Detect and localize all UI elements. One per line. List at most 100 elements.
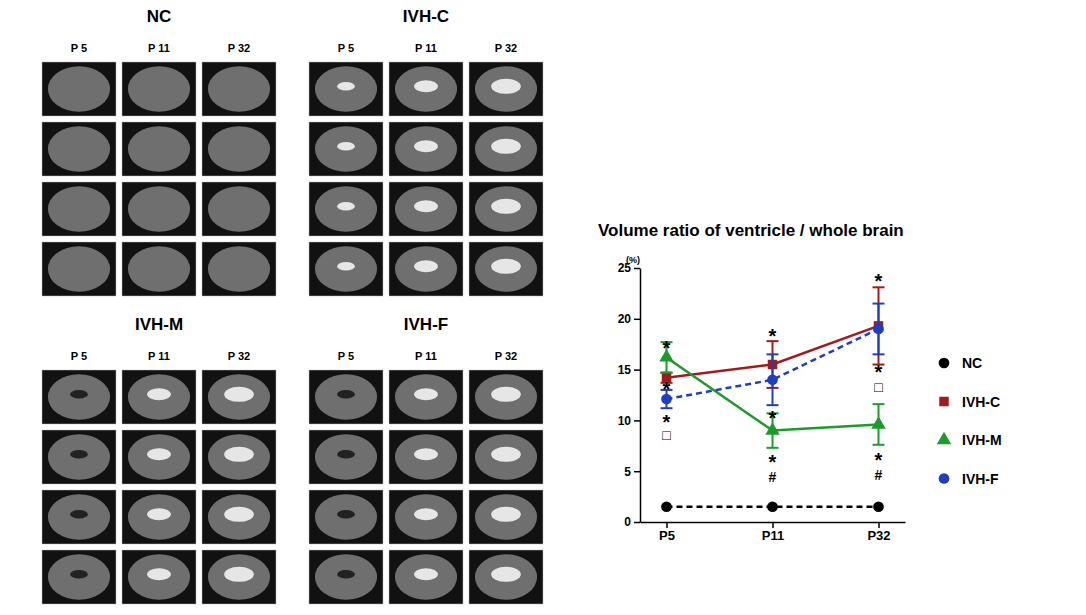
mri-image <box>42 182 116 236</box>
mri-ventricle <box>147 388 171 400</box>
mri-brain <box>208 494 270 539</box>
error-bar <box>873 287 885 364</box>
mri-image <box>389 182 463 236</box>
mri-brain <box>475 66 537 111</box>
mri-ventricle <box>491 507 521 522</box>
mri-ventricle <box>491 567 521 582</box>
mri-brain <box>475 246 537 291</box>
mri-ventricle <box>491 259 521 274</box>
mri-ventricle <box>491 139 521 154</box>
series <box>661 304 885 409</box>
mri-brain <box>128 494 190 539</box>
mri-brain <box>475 434 537 479</box>
mri-ventricle <box>414 448 438 460</box>
mri-ventricle <box>70 390 88 399</box>
y-tick-mark <box>634 420 640 422</box>
y-tick-label: 20 <box>618 312 632 326</box>
y-tick: 25 <box>618 261 640 275</box>
plot-area <box>659 287 885 512</box>
error-bar-cap <box>873 303 885 305</box>
error-bar <box>873 304 885 355</box>
mri-brain <box>315 374 377 419</box>
mri-brain <box>208 554 270 599</box>
mri-image <box>122 370 196 424</box>
mri-image <box>469 62 543 116</box>
error-bar-cap <box>767 353 779 355</box>
mri-image <box>309 370 383 424</box>
mri-ventricle <box>147 568 171 580</box>
mri-ventricle <box>337 390 355 399</box>
mri-brain <box>315 494 377 539</box>
mri-image <box>122 430 196 484</box>
image-panel: IVH-CP 5P 11P 32 <box>309 7 543 296</box>
mri-image <box>202 242 276 296</box>
mri-brain <box>475 374 537 419</box>
mri-brain <box>48 554 110 599</box>
annotation: * <box>769 325 777 347</box>
y-tick-mark <box>634 471 640 473</box>
image-panel: IVH-MP 5P 11P 32 <box>42 315 276 604</box>
mri-brain <box>395 374 457 419</box>
column-label: P 11 <box>148 42 170 54</box>
annotation: # <box>769 469 777 485</box>
column-label: P 11 <box>148 350 170 362</box>
legend-label: IVH-F <box>962 471 999 487</box>
legend-label: NC <box>962 355 982 371</box>
y-tick: 0 <box>624 515 640 529</box>
legend: NCIVH-CIVH-MIVH-F <box>937 355 1002 487</box>
error-bar-cap <box>661 372 673 374</box>
mri-ventricle <box>414 80 438 92</box>
mri-brain <box>475 494 537 539</box>
y-tick-mark <box>634 369 640 371</box>
panel-title: IVH-M <box>135 315 183 334</box>
y-tick-label: 0 <box>624 515 631 529</box>
mri-brain <box>128 126 190 171</box>
column-label: P 5 <box>71 42 87 54</box>
x-tick-label: P32 <box>867 528 890 543</box>
mri-image <box>309 122 383 176</box>
mri-image <box>309 182 383 236</box>
column-label: P 32 <box>228 42 250 54</box>
annotation: * <box>769 407 777 429</box>
mri-ventricle <box>414 508 438 520</box>
y-tick: 15 <box>618 363 640 377</box>
mri-ventricle <box>337 510 355 519</box>
mri-brain <box>475 186 537 231</box>
mri-brain <box>208 186 270 231</box>
annotation: * <box>663 378 671 400</box>
annotation: * <box>663 337 671 359</box>
mri-ventricle <box>70 450 88 459</box>
legend-marker <box>939 358 950 369</box>
mri-image <box>202 370 276 424</box>
mri-brain <box>395 434 457 479</box>
legend-marker <box>939 473 950 484</box>
y-tick-mark <box>634 319 640 321</box>
series-marker <box>767 501 778 512</box>
mri-ventricle <box>70 570 88 579</box>
mri-image <box>42 430 116 484</box>
mri-brain <box>48 434 110 479</box>
error-bar-cap <box>661 372 673 374</box>
legend-item: IVH-C <box>939 394 1000 410</box>
annotations: ***□***#**□*# <box>662 270 883 485</box>
mri-image <box>42 550 116 604</box>
column-label: P 11 <box>415 350 437 362</box>
mri-image <box>309 550 383 604</box>
mri-ventricle <box>147 508 171 520</box>
y-tick: 10 <box>618 414 640 428</box>
mri-image <box>389 550 463 604</box>
mri-image <box>469 370 543 424</box>
legend-item: NC <box>939 355 983 371</box>
mri-brain <box>315 186 377 231</box>
mri-image <box>309 430 383 484</box>
x-tick-mark <box>878 522 880 528</box>
mri-image <box>469 242 543 296</box>
x-tick-mark <box>666 522 668 528</box>
y-tick-mark <box>634 268 640 270</box>
x-tick-label: P11 <box>762 528 784 543</box>
mri-brain <box>315 126 377 171</box>
mri-image <box>469 182 543 236</box>
legend-marker <box>937 432 951 444</box>
mri-ventricle <box>337 570 355 579</box>
mri-ventricle <box>224 567 254 582</box>
